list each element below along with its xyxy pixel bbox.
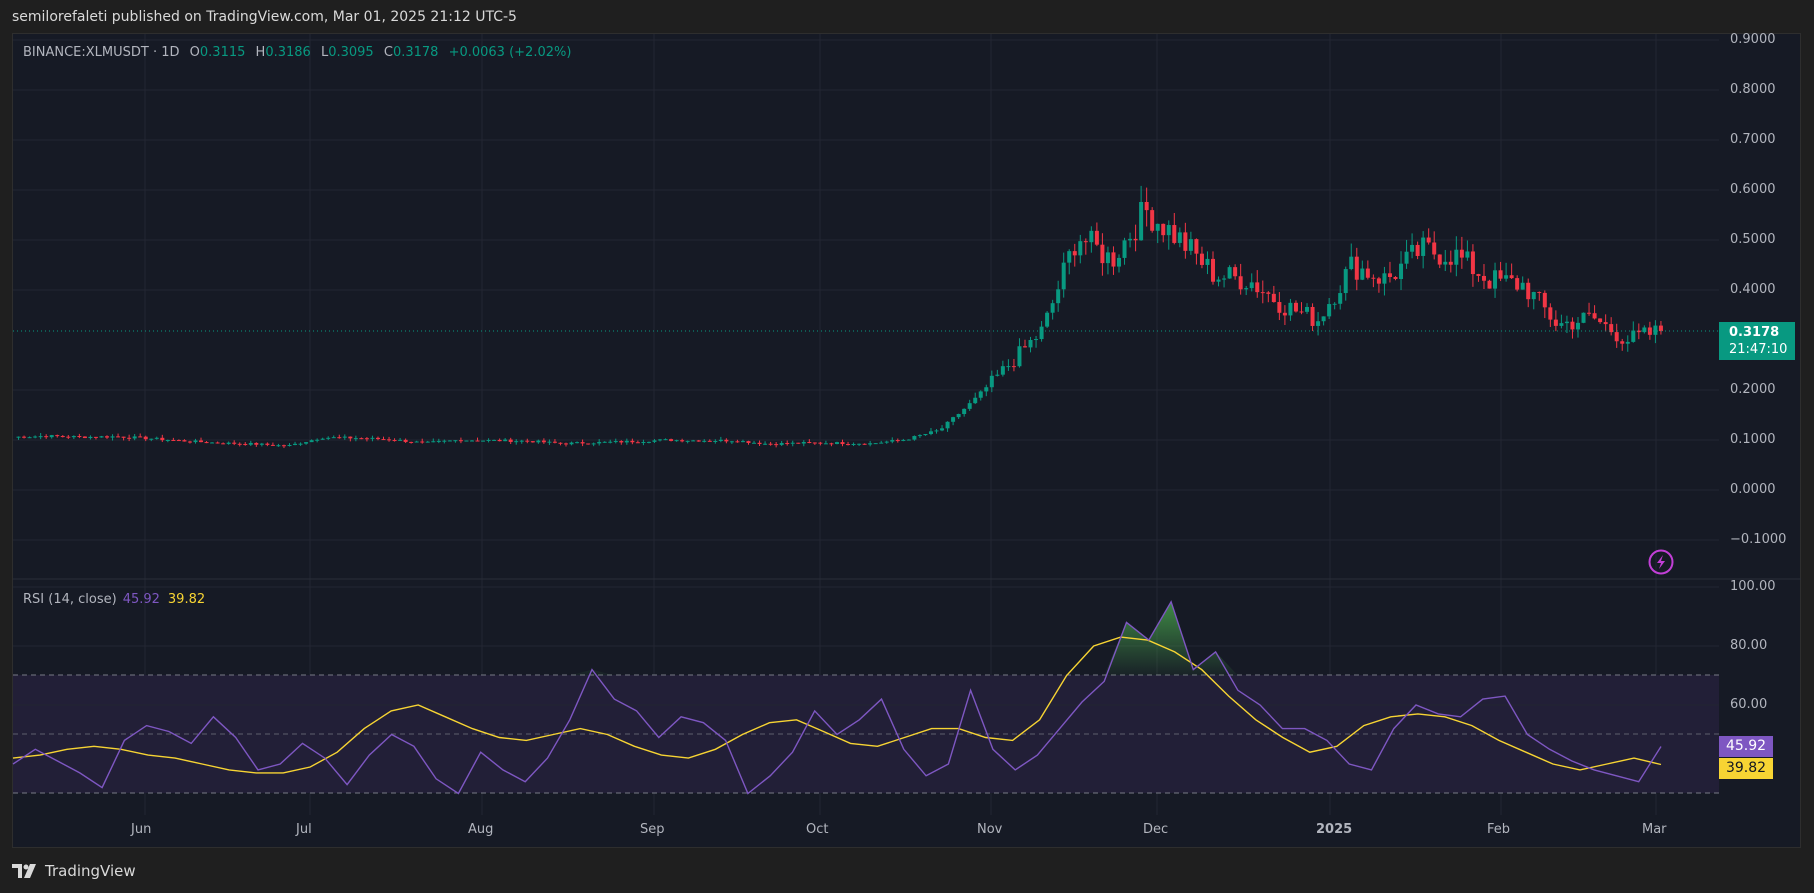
rsi-value: 45.92 (122, 592, 160, 607)
price-tick: −0.1000 (1730, 532, 1787, 547)
rsi-ma-value-tag: 39.82 (1719, 758, 1773, 779)
price-tick: 0.1000 (1730, 432, 1776, 447)
rsi-ma-value: 39.82 (167, 592, 206, 607)
price-tick: 0.2000 (1730, 382, 1776, 397)
low-value: 0.3095 (328, 45, 374, 60)
price-tick: 0.7000 (1730, 132, 1776, 147)
brand-name: TradingView (45, 862, 136, 880)
time-tick: Jul (296, 822, 312, 837)
change-value: +0.0063 (+2.02%) (448, 45, 572, 60)
time-tick: Jun (131, 822, 152, 837)
price-tick: 0.9000 (1730, 32, 1776, 47)
lightning-icon[interactable] (1648, 549, 1674, 575)
last-price: 0.3178 (1729, 325, 1780, 340)
time-tick: Mar (1642, 822, 1667, 837)
time-tick: Nov (977, 822, 1003, 837)
open-value: 0.3115 (199, 45, 246, 60)
price-tick: 0.5000 (1730, 232, 1776, 247)
symbol-legend: BINANCE:XLMUSDT · 1D O0.3115 H0.3186 L0.… (23, 45, 572, 60)
rsi-overbought-fill (13, 601, 1661, 676)
last-price-tag: 0.3178 21:47:10 (1719, 322, 1795, 360)
price-tick: 0.8000 (1730, 82, 1776, 97)
close-value: 0.3178 (392, 45, 439, 60)
time-tick: Aug (468, 822, 494, 837)
time-tick: Feb (1487, 822, 1511, 837)
rsi-line (12, 600, 1662, 795)
rsi-tick: 100.00 (1730, 579, 1776, 594)
rsi-tick: 80.00 (1730, 638, 1768, 653)
rsi-value-tag: 45.92 (1719, 736, 1773, 757)
publish-info: semilorefaleti published on TradingView.… (12, 9, 517, 25)
rsi-ma-line (12, 636, 1662, 774)
time-tick: Oct (806, 822, 829, 837)
symbol-name: BINANCE:XLMUSDT · 1D (23, 45, 180, 60)
rsi-legend: RSI (14, close) 45.92 39.82 (23, 592, 205, 607)
high-value: 0.3186 (265, 45, 311, 60)
candlestick-series (16, 185, 1663, 449)
time-tick: 2025 (1316, 822, 1353, 837)
price-tick: 0.0000 (1730, 482, 1776, 497)
time-tick: Dec (1143, 822, 1169, 837)
time-tick: Sep (640, 822, 665, 837)
bar-countdown: 21:47:10 (1729, 342, 1788, 357)
price-tick: 0.6000 (1730, 182, 1776, 197)
rsi-title: RSI (14, close) (23, 592, 117, 607)
rsi-band (13, 675, 1719, 793)
price-tick: 0.4000 (1730, 282, 1776, 297)
rsi-tick: 60.00 (1730, 697, 1768, 712)
tradingview-logo-icon (12, 864, 36, 878)
tradingview-footer[interactable]: TradingView (12, 862, 136, 880)
rsi-grid (13, 586, 1719, 706)
